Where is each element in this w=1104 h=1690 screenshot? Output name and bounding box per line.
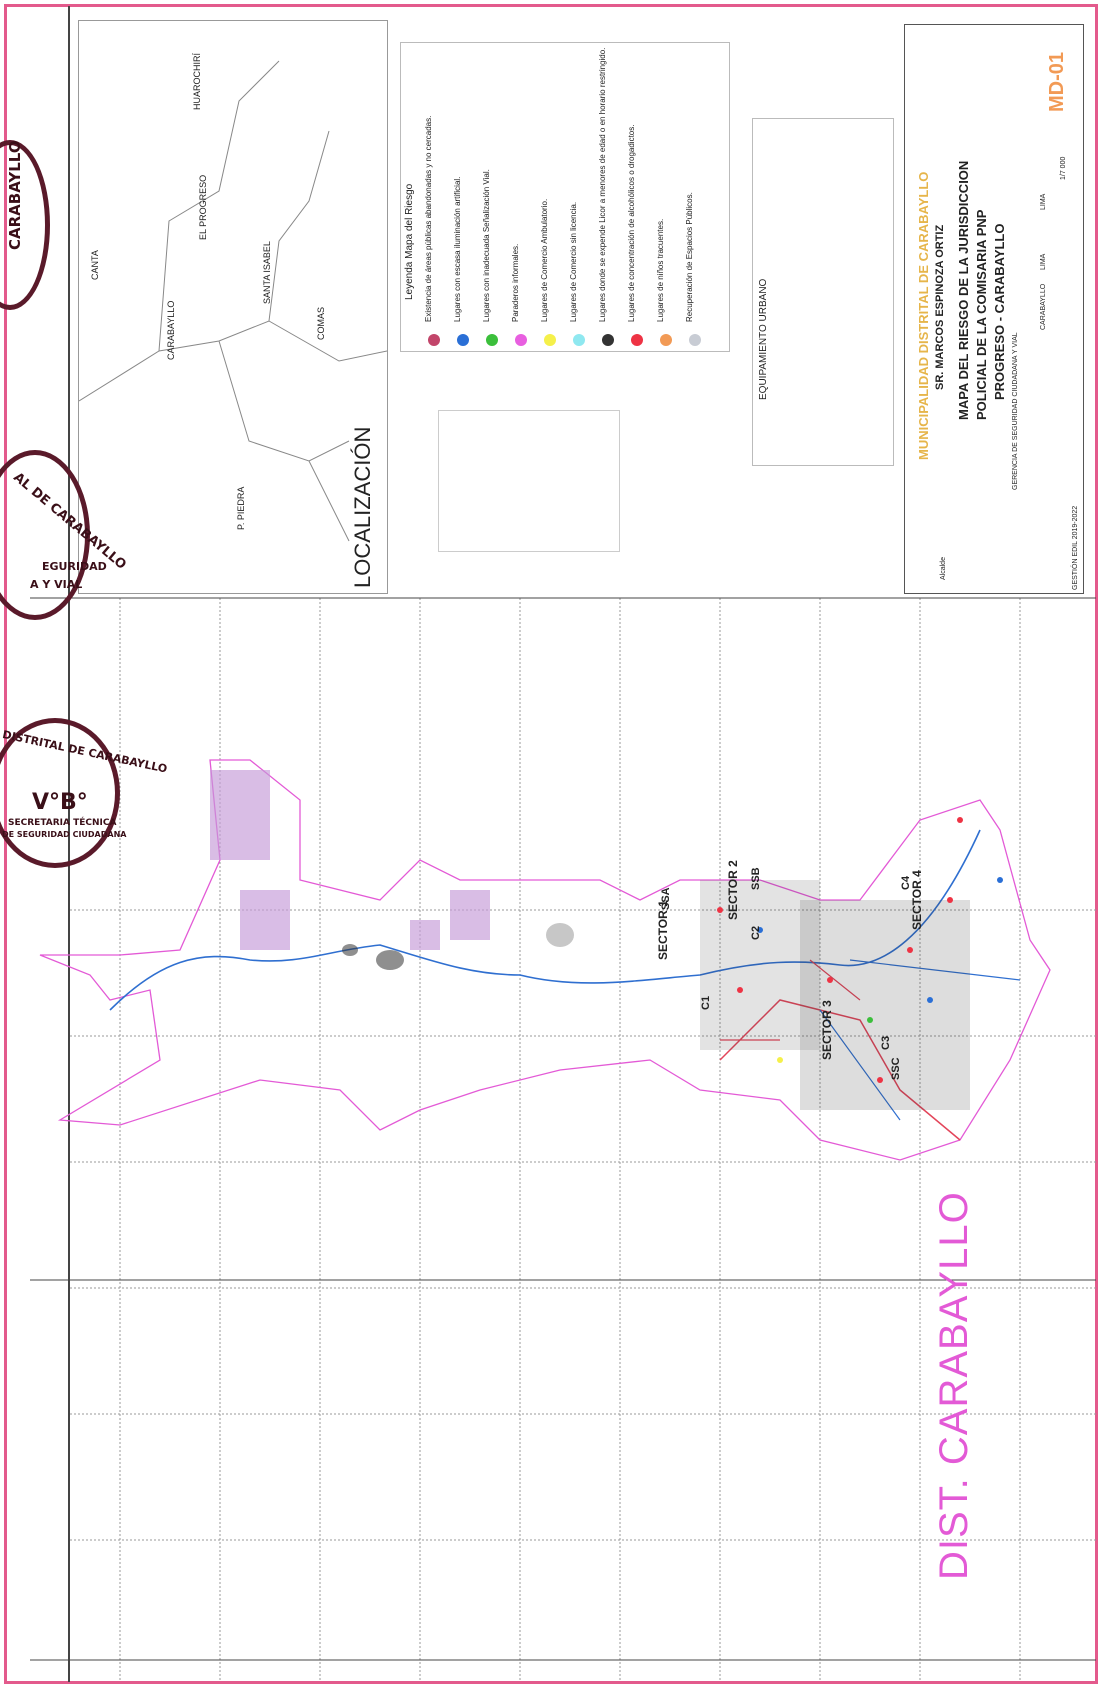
- stamp3-text-b: V°B°: [32, 790, 88, 815]
- legend-swatch: [428, 334, 440, 346]
- risk-legend: [400, 42, 730, 352]
- risk-points: [717, 817, 1003, 1083]
- urban-fabric: [342, 880, 970, 1110]
- urban-clusters: [210, 770, 490, 950]
- sector-line-2: [819, 959, 1021, 1121]
- legend-swatch: [515, 334, 527, 346]
- legend-swatch: [457, 334, 469, 346]
- scale-field: 1/7 000: [1060, 156, 1067, 180]
- equipment-title: EQUIPAMIENTO URBANO: [758, 278, 769, 400]
- legend-item-label: Lugares con inadecuada Señalización Vial…: [482, 169, 491, 322]
- place-santa-isabel: SANTA ISABEL: [262, 241, 272, 304]
- location-title: LOCALIZACIÓN: [350, 426, 375, 588]
- legend-item-label: Paraderos informales.: [511, 243, 520, 322]
- zone-c1: C1: [700, 995, 712, 1010]
- administration: GESTIÓN EDIL 2019-2022: [1072, 505, 1079, 590]
- location-inset-lines: [78, 60, 388, 542]
- subsector-ssc: SSC: [890, 1057, 902, 1080]
- map-title-line3: PROGRESO - CARABAYLLO: [992, 223, 1007, 400]
- district-label: DIST. CARABAYLLO: [932, 1191, 976, 1580]
- sector-line-1: [719, 999, 961, 1141]
- subsector-ssb: SSB: [750, 867, 762, 890]
- legend-swatch: [660, 334, 672, 346]
- legend-item-label: Lugares de Comercio sin licencia.: [569, 201, 578, 322]
- stamp3-text-c: SECRETARIA TÉCNICA: [8, 818, 117, 828]
- subsector-ssa: SSA: [660, 887, 672, 910]
- province-field: LIMA: [1040, 253, 1047, 270]
- place-canta: CANTA: [90, 250, 100, 280]
- mayor-label: Alcalde: [940, 557, 947, 580]
- river: [109, 829, 981, 1011]
- legend-item-label: Existencia de áreas públicas abandonadas…: [424, 115, 433, 322]
- map-title-line2: POLICIAL DE LA COMISARIA PNP: [974, 209, 989, 420]
- sheet-code: MD-01: [1046, 51, 1068, 112]
- stamp-secretaria-tecnica: [0, 718, 120, 868]
- zone-c4: C4: [900, 875, 912, 890]
- district-boundary: [39, 759, 1051, 1161]
- stamp2-text-b: EGURIDAD: [42, 560, 107, 573]
- legend-item-label: Lugares donde se expende Licor a menores…: [598, 47, 607, 322]
- map-title-line1: MAPA DEL RIESGO DE LA JURISDICCION: [956, 160, 971, 420]
- stamp1-text: CARABAYLLO: [6, 140, 24, 250]
- sheet-frame: [4, 4, 1098, 1684]
- legend-swatch: [689, 334, 701, 346]
- legend-item-label: Lugares de Comercio Ambulatorio.: [540, 198, 549, 322]
- place-p-piedra: P. PIEDRA: [236, 486, 246, 530]
- consultant: GERENCIA DE SEGURIDAD CIUDADANA Y VIAL: [1012, 332, 1019, 490]
- zone-c3: C3: [880, 1035, 892, 1050]
- legend-item-label: Lugares de niños tracuentes.: [656, 218, 665, 322]
- legend-swatch: [631, 334, 643, 346]
- legend-item-label: Lugares con escasa iluminación artificia…: [453, 176, 462, 322]
- title-block: [904, 24, 1084, 594]
- legend-swatch: [544, 334, 556, 346]
- place-el-progreso: EL PROGRESO: [198, 174, 208, 240]
- sector-label-3: SECTOR 3: [820, 1000, 834, 1060]
- place-huarochiri: HUAROCHIRÍ: [192, 52, 202, 110]
- sector-table: [438, 410, 620, 552]
- department-field: LIMA: [1040, 193, 1047, 210]
- legend-item-label: Recuperación de Espacios Públicos.: [685, 192, 694, 322]
- mayor-name: SR. MARCOS ESPINOZA ORTIZ: [934, 224, 946, 390]
- sector-label-4: SECTOR 4: [910, 870, 924, 930]
- stamp-seguridad: [0, 450, 90, 620]
- legend-swatch: [602, 334, 614, 346]
- municipality-name: MUNICIPALIDAD DISTRITAL DE CARABAYLLO: [916, 171, 931, 460]
- stamp2-text-c: A Y VIAL: [30, 578, 83, 591]
- stamp3-text-d: DE SEGURIDAD CIUDADANA: [2, 830, 127, 839]
- legend-title: Leyenda Mapa del Riesgo: [404, 183, 415, 300]
- zone-c2: C2: [750, 925, 762, 940]
- place-comas: COMAS: [316, 306, 326, 340]
- sheet-code-box: [1040, 30, 1080, 120]
- place-carabayllo: CARABAYLLO: [166, 300, 176, 360]
- district-field: CARABAYLLO: [1040, 283, 1047, 330]
- equipment-legend: [752, 118, 894, 466]
- legend-swatch: [573, 334, 585, 346]
- legend-swatch: [486, 334, 498, 346]
- sector-line-3: [720, 959, 861, 1041]
- legend-item-label: Lugares de concentración de alcohólicos …: [627, 124, 636, 322]
- sector-label-2: SECTOR 2: [726, 860, 740, 920]
- location-inset-map: [78, 20, 388, 594]
